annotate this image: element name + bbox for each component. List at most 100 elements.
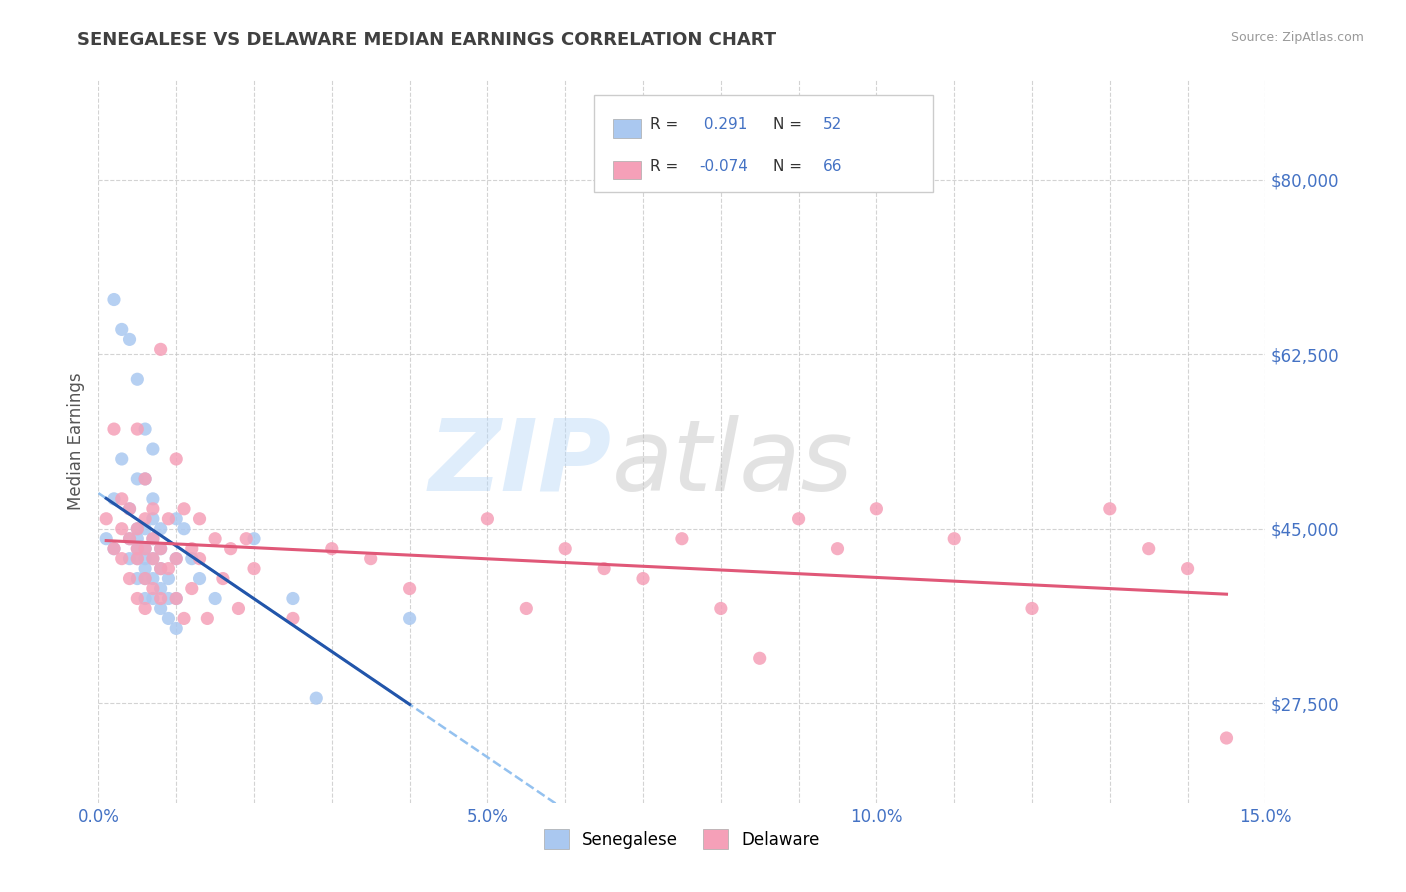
Text: R =: R = <box>651 159 683 174</box>
Point <box>118 572 141 586</box>
Point <box>165 591 187 606</box>
Point <box>165 512 187 526</box>
Point <box>165 452 187 467</box>
Point <box>827 541 849 556</box>
Point <box>188 551 211 566</box>
Point <box>142 551 165 566</box>
Point <box>149 601 172 615</box>
Point <box>235 532 257 546</box>
Point <box>127 372 149 386</box>
Point <box>142 442 165 456</box>
Point <box>195 611 218 625</box>
Point <box>305 691 328 706</box>
Point <box>149 541 172 556</box>
Point <box>111 322 134 336</box>
Point <box>165 551 187 566</box>
Point <box>127 422 149 436</box>
Point <box>134 541 156 556</box>
Point <box>157 591 180 606</box>
Point <box>142 512 165 526</box>
Point <box>173 522 195 536</box>
Point <box>212 572 235 586</box>
Point <box>127 522 149 536</box>
Point <box>103 541 125 556</box>
Point <box>631 572 654 586</box>
Point <box>127 551 149 566</box>
Text: Source: ZipAtlas.com: Source: ZipAtlas.com <box>1230 31 1364 45</box>
Point <box>149 582 172 596</box>
Point <box>180 551 202 566</box>
Point <box>142 582 165 596</box>
Point <box>118 501 141 516</box>
Point <box>134 522 156 536</box>
Point <box>103 491 125 506</box>
Point <box>188 512 211 526</box>
Y-axis label: Median Earnings: Median Earnings <box>66 373 84 510</box>
Point <box>593 561 616 575</box>
Point <box>554 541 576 556</box>
Point <box>134 561 156 575</box>
Point <box>157 611 180 625</box>
Point <box>142 551 165 566</box>
Point <box>281 611 304 625</box>
Point <box>103 541 125 556</box>
Point <box>671 532 693 546</box>
Point <box>243 532 266 546</box>
Point <box>118 332 141 346</box>
Point <box>243 561 266 575</box>
Point <box>1177 561 1199 575</box>
Point <box>111 551 134 566</box>
Text: 66: 66 <box>823 159 842 174</box>
Point <box>111 522 134 536</box>
Point <box>321 541 343 556</box>
Legend: Senegalese, Delaware: Senegalese, Delaware <box>534 819 830 860</box>
FancyBboxPatch shape <box>595 95 932 193</box>
Point <box>134 472 156 486</box>
Point <box>149 591 172 606</box>
Point <box>1021 601 1043 615</box>
Point <box>204 532 226 546</box>
Point <box>360 551 382 566</box>
Point <box>204 591 226 606</box>
Point <box>165 551 187 566</box>
Point <box>127 541 149 556</box>
Text: atlas: atlas <box>612 415 853 512</box>
Point <box>787 512 810 526</box>
Point <box>943 532 966 546</box>
Point <box>103 293 125 307</box>
Point <box>142 572 165 586</box>
Point <box>142 532 165 546</box>
Point <box>134 472 156 486</box>
Point <box>111 491 134 506</box>
Point <box>134 601 156 615</box>
Text: 0.291: 0.291 <box>699 118 748 132</box>
Point <box>127 532 149 546</box>
Point <box>134 591 156 606</box>
Point <box>165 621 187 635</box>
Text: N =: N = <box>773 159 807 174</box>
Point <box>118 551 141 566</box>
Point <box>118 501 141 516</box>
Point <box>710 601 733 615</box>
Point <box>127 572 149 586</box>
FancyBboxPatch shape <box>613 161 641 179</box>
Point <box>103 422 125 436</box>
Point <box>127 591 149 606</box>
Point <box>127 472 149 486</box>
Point <box>142 591 165 606</box>
Point <box>1137 541 1160 556</box>
Point <box>748 651 770 665</box>
FancyBboxPatch shape <box>613 120 641 138</box>
Point <box>149 561 172 575</box>
Text: ZIP: ZIP <box>429 415 612 512</box>
Text: R =: R = <box>651 118 683 132</box>
Point <box>398 611 420 625</box>
Point <box>1215 731 1237 745</box>
Point <box>865 501 887 516</box>
Point <box>118 532 141 546</box>
Point <box>134 541 156 556</box>
Point <box>149 343 172 357</box>
Point <box>173 501 195 516</box>
Point <box>1098 501 1121 516</box>
Point <box>96 512 118 526</box>
